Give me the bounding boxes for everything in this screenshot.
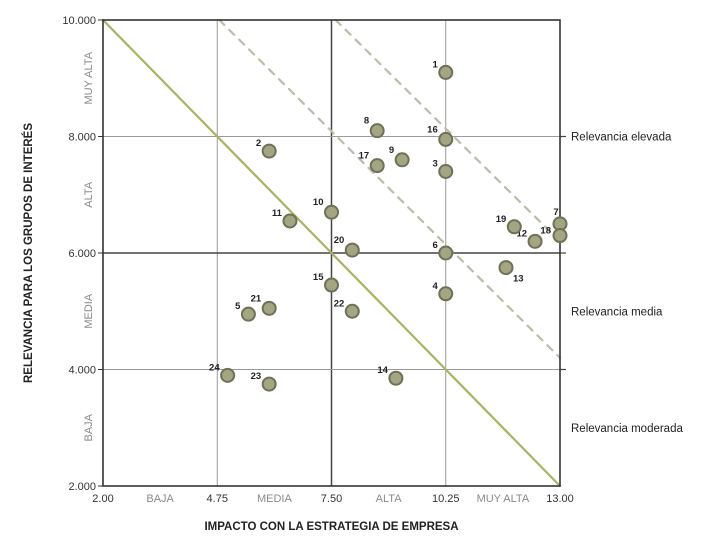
- data-point-marker: [344, 303, 360, 319]
- data-point-label: 7: [553, 207, 558, 218]
- data-point-label: 13: [513, 274, 524, 285]
- y-tick-label: 2.000: [68, 481, 96, 493]
- diagonal-dashed-line: [218, 18, 562, 359]
- data-point-label: 5: [235, 301, 241, 312]
- data-point-marker: [324, 204, 339, 220]
- y-band-label: MUY ALTA: [83, 51, 95, 104]
- x-tick-label: 10.25: [432, 493, 460, 505]
- relevance-level-labels: Relevancia elevada Relevancia media Releva…: [571, 132, 683, 435]
- data-point-label: 11: [272, 208, 283, 219]
- y-tick-label: 8.000: [68, 132, 96, 144]
- data-point-marker: [438, 131, 454, 147]
- x-band-label: BAJA: [146, 493, 174, 505]
- y-band-label: BAJA: [83, 413, 95, 441]
- data-point-label: 16: [427, 124, 438, 135]
- data-point-marker: [344, 242, 360, 258]
- data-point-label: 22: [334, 298, 345, 309]
- data-point-marker: [240, 306, 256, 322]
- data-point-marker: [369, 158, 385, 174]
- x-band-labels: BAJA MEDIA ALTA MUY ALTA: [146, 493, 529, 505]
- data-point-marker: [438, 64, 454, 80]
- relevance-level-label: Relevancia moderada: [571, 423, 683, 435]
- data-point-label: 12: [516, 228, 527, 239]
- y-tick-label: 4.000: [68, 365, 96, 377]
- data-point-marker: [261, 143, 277, 159]
- data-point-marker: [324, 277, 339, 293]
- y-band-label: ALTA: [83, 181, 95, 208]
- data-point-label: 18: [540, 226, 551, 237]
- data-point-marker: [369, 123, 385, 139]
- x-tick-label: 7.50: [321, 493, 342, 505]
- data-point-label: 2: [256, 138, 261, 149]
- data-point-label: 4: [432, 281, 438, 292]
- data-point-label: 15: [313, 272, 324, 283]
- y-band-labels: BAJA MEDIA ALTA MUY ALTA: [83, 51, 95, 441]
- y-tick-label: 10.000: [62, 15, 96, 27]
- x-tick-labels: 2.00 4.75 7.50 10.25 13.00: [92, 493, 573, 505]
- data-point-marker: [388, 370, 404, 386]
- data-point-label: 1: [432, 59, 438, 70]
- x-tick-label: 13.00: [546, 493, 574, 505]
- x-band-label: MUY ALTA: [477, 493, 530, 505]
- x-tick-label: 4.75: [207, 493, 228, 505]
- diagonal-dashed-line: [334, 18, 562, 243]
- x-axis-title: IMPACTO CON LA ESTRATEGIA DE EMPRESA: [204, 521, 458, 533]
- x-band-label: ALTA: [376, 493, 403, 505]
- diagonal-solid-line: [101, 18, 562, 488]
- data-point-label: 8: [364, 116, 369, 127]
- data-point-marker: [220, 367, 236, 383]
- data-point-marker: [261, 376, 277, 392]
- data-point-label: 6: [432, 240, 437, 251]
- data-point-marker: [438, 163, 454, 179]
- x-band-label: MEDIA: [257, 493, 293, 505]
- data-point-marker: [506, 219, 522, 235]
- data-point-label: 14: [377, 365, 388, 376]
- x-tick-label: 2.00: [92, 493, 113, 505]
- data-point-marker: [394, 152, 410, 168]
- data-point-label: 19: [496, 214, 507, 225]
- y-tick-label: 6.000: [68, 248, 96, 260]
- data-point-label: 21: [251, 293, 262, 304]
- data-point-label: 23: [251, 371, 262, 382]
- relevance-level-label: Relevancia media: [571, 306, 663, 318]
- y-band-label: MEDIA: [83, 293, 95, 329]
- data-point-marker: [498, 260, 514, 276]
- data-point-marker: [282, 213, 298, 229]
- data-point-label: 3: [432, 158, 437, 169]
- y-tick-labels: 2.000 4.000 6.000 8.000 10.000: [62, 15, 103, 493]
- data-point-label: 24: [209, 362, 220, 373]
- data-point-marker: [527, 233, 543, 249]
- relevance-level-label: Relevancia elevada: [571, 132, 672, 144]
- data-point-label: 17: [359, 151, 370, 162]
- data-point-marker: [552, 228, 568, 244]
- data-point-label: 10: [313, 197, 324, 208]
- y-axis-title: RELEVANCIA PARA LOS GRUPOS DE INTERÉS: [22, 123, 35, 383]
- data-point-label: 9: [389, 145, 394, 156]
- data-point-marker: [261, 300, 277, 316]
- data-point-marker: [438, 286, 454, 302]
- data-point-marker: [438, 245, 454, 261]
- data-point-label: 20: [334, 235, 345, 246]
- diagonal-lines: [101, 18, 562, 488]
